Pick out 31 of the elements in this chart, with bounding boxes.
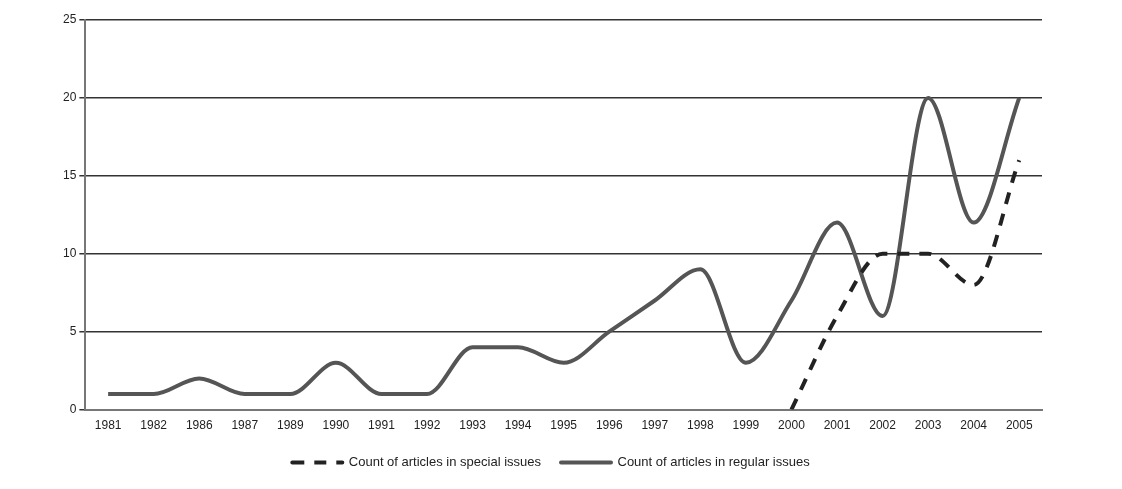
legend-label: Count of articles in regular issues	[617, 454, 811, 470]
y-tick-label: 0	[69, 401, 77, 416]
x-tick-label: 1995	[550, 418, 578, 433]
y-tick-label: 5	[69, 323, 77, 338]
y-tick-label: 20	[62, 90, 77, 105]
y-tick-label: 10	[62, 246, 77, 261]
line-series	[106, 95, 1022, 397]
x-tick-label: 2003	[914, 418, 942, 433]
x-tick-label: 1982	[140, 418, 168, 433]
y-tick-label: 25	[62, 12, 77, 27]
x-tick-label: 1998	[686, 418, 715, 433]
x-tick-label: 1987	[231, 418, 259, 433]
x-tick-label: 2004	[960, 418, 988, 433]
y-tick-label: 15	[62, 168, 77, 183]
x-tick-label: 1996	[595, 418, 623, 433]
x-tick-label: 1986	[185, 418, 213, 433]
x-tick-label: 1997	[641, 418, 669, 433]
line-series	[789, 158, 1022, 410]
x-tick-label: 1993	[459, 418, 487, 433]
x-tick-label: 2000	[778, 418, 806, 433]
x-tick-label: 2005	[1005, 418, 1033, 433]
x-tick-label: 1999	[732, 418, 760, 433]
legend-label: Count of articles in special issues	[348, 454, 542, 470]
x-tick-label: 2001	[823, 418, 851, 433]
x-tick-label: 1989	[276, 418, 305, 433]
x-tick-label: 1992	[413, 418, 441, 433]
x-tick-label: 1981	[94, 418, 122, 433]
x-tick-label: 1994	[504, 418, 532, 433]
x-tick-label: 1991	[368, 418, 396, 433]
x-tick-label: 2002	[869, 418, 897, 433]
x-tick-label: 1990	[322, 418, 350, 433]
